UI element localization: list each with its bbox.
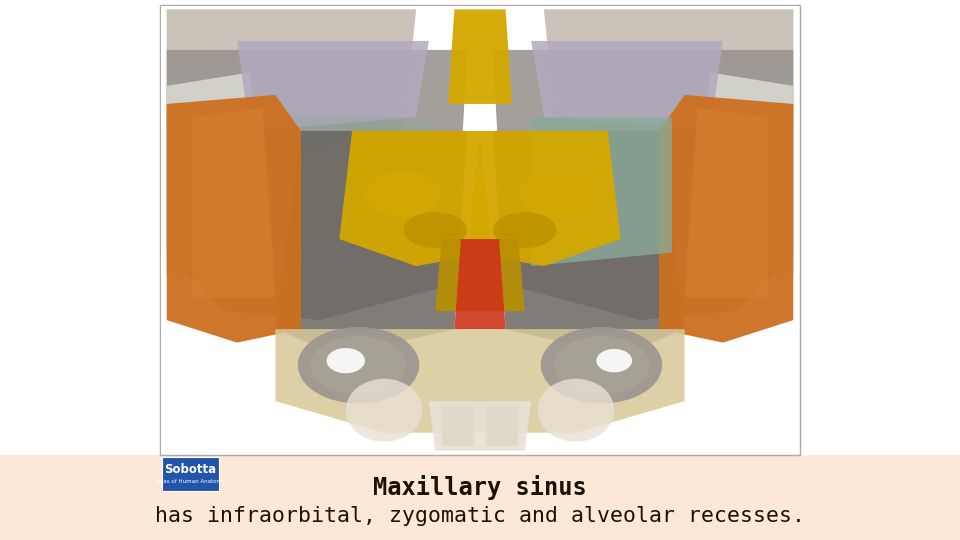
Polygon shape (492, 50, 793, 320)
Polygon shape (339, 131, 492, 266)
Polygon shape (435, 239, 525, 311)
Bar (161, 6, 799, 454)
Polygon shape (684, 109, 768, 298)
Text: Atlas of Human Anatomy: Atlas of Human Anatomy (156, 479, 225, 484)
Polygon shape (454, 239, 506, 329)
Ellipse shape (492, 212, 557, 248)
Text: Maxillary sinus: Maxillary sinus (373, 475, 587, 500)
Polygon shape (288, 117, 429, 253)
Ellipse shape (596, 349, 633, 373)
Polygon shape (684, 72, 793, 275)
Bar (0, 455, 960, 540)
Polygon shape (192, 109, 276, 298)
Polygon shape (167, 50, 468, 320)
Polygon shape (659, 117, 793, 275)
Polygon shape (442, 406, 473, 446)
Ellipse shape (518, 172, 595, 217)
Polygon shape (492, 131, 684, 356)
Ellipse shape (540, 327, 662, 403)
FancyBboxPatch shape (162, 457, 219, 491)
Ellipse shape (554, 336, 649, 394)
Ellipse shape (538, 379, 614, 442)
Polygon shape (659, 95, 793, 342)
Text: Sobotta: Sobotta (164, 463, 216, 476)
Polygon shape (487, 406, 518, 446)
Ellipse shape (311, 336, 406, 394)
Ellipse shape (346, 379, 422, 442)
Text: has infraorbital, zygomatic and alveolar recesses.: has infraorbital, zygomatic and alveolar… (155, 507, 805, 526)
Polygon shape (167, 9, 416, 163)
Polygon shape (237, 41, 429, 131)
Polygon shape (448, 9, 512, 104)
Polygon shape (429, 401, 531, 451)
Polygon shape (531, 117, 672, 266)
Ellipse shape (298, 327, 420, 403)
Bar (160, 5, 800, 455)
Polygon shape (167, 72, 276, 275)
Polygon shape (468, 131, 621, 266)
Ellipse shape (326, 348, 365, 373)
Polygon shape (167, 9, 416, 163)
Ellipse shape (403, 212, 468, 248)
Polygon shape (531, 41, 723, 131)
Polygon shape (544, 9, 793, 163)
Polygon shape (167, 117, 301, 275)
Polygon shape (276, 329, 684, 433)
Polygon shape (167, 95, 301, 342)
Ellipse shape (365, 172, 442, 217)
Polygon shape (544, 9, 793, 163)
Polygon shape (276, 131, 468, 356)
